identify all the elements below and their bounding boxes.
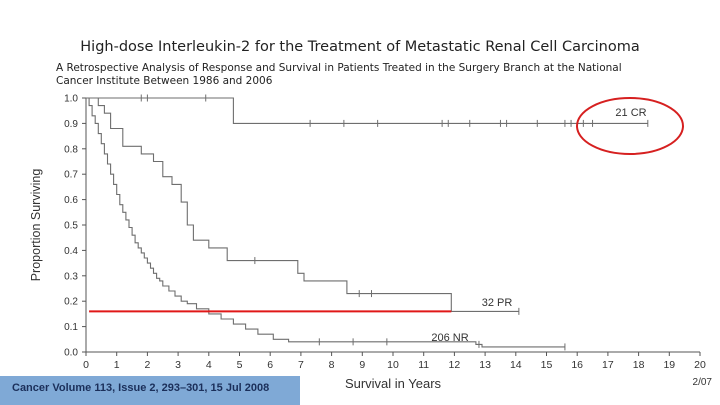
x-tick-label: 4 [206, 359, 212, 371]
x-tick-label: 2 [144, 359, 150, 371]
subtitle-line-2: Cancer Institute Between 1986 and 2006 [56, 75, 273, 87]
slide-title: High-dose Interleukin-2 for the Treatmen… [80, 39, 640, 55]
x-tick-label: 15 [541, 359, 553, 371]
survival-curve-206-nr [86, 97, 565, 348]
y-tick-label: 0.5 [64, 221, 78, 232]
y-tick-label: 0.4 [64, 246, 78, 257]
x-tick-label: 3 [175, 359, 181, 371]
x-tick-label: 6 [267, 359, 273, 371]
y-tick-label: 0.2 [64, 297, 78, 308]
survival-curve-32-pr [86, 97, 519, 312]
y-tick-label: 0.0 [64, 348, 78, 359]
y-axis-title: Proportion Surviving [29, 169, 43, 282]
citation-banner: Cancer Volume 113, Issue 2, 293–301, 15 … [0, 376, 300, 405]
x-tick-label: 14 [510, 359, 522, 371]
x-tick-label: 19 [663, 359, 675, 371]
y-tick-label: 0.1 [64, 322, 78, 333]
x-axis-title: Survival in Years [345, 376, 442, 391]
y-tick-label: 1.0 [64, 94, 78, 105]
y-tick-label: 0.3 [64, 271, 78, 282]
date-stamp: 2/07 [693, 377, 713, 388]
highlight-circle [576, 97, 684, 155]
x-tick-label: 7 [298, 359, 304, 371]
survival-curve-21-cr [86, 97, 648, 124]
x-tick-label: 10 [387, 359, 399, 371]
series-label-32-pr: 32 PR [482, 297, 513, 309]
chart-axes: 0 1 2 3 4 5 6 7 8 9 10 11 12 13 14 15 16 17 18 19 200.00.10.… [29, 94, 712, 392]
x-tick-label: 13 [479, 359, 491, 371]
x-tick-label: 11 [418, 359, 429, 371]
series-label-21-cr: 21 CR [615, 107, 646, 119]
chart-annotation-layer [89, 97, 684, 313]
x-tick-label: 16 [571, 359, 583, 371]
y-tick-label: 0.9 [64, 119, 78, 130]
x-tick-label: 17 [602, 359, 614, 371]
chart-series-layer: 21 CR 32 PR 206 NR [86, 94, 649, 351]
x-tick-label: 9 [359, 359, 365, 371]
y-tick-label: 0.8 [64, 144, 78, 155]
slide-subtitle: A Retrospective Analysis of Response and… [56, 62, 656, 88]
series-label-206-nr: 206 NR [431, 332, 468, 344]
x-tick-label: 20 [694, 359, 706, 371]
y-tick-label: 0.6 [64, 195, 78, 206]
x-tick-label: 5 [237, 359, 243, 371]
x-tick-label: 18 [633, 359, 645, 371]
x-tick-label: 1 [114, 359, 120, 371]
x-tick-label: 0 [83, 359, 89, 371]
x-tick-label: 8 [329, 359, 335, 371]
x-tick-label: 12 [449, 359, 461, 371]
subtitle-line-1: A Retrospective Analysis of Response and… [56, 62, 622, 74]
y-tick-label: 0.7 [64, 170, 78, 181]
